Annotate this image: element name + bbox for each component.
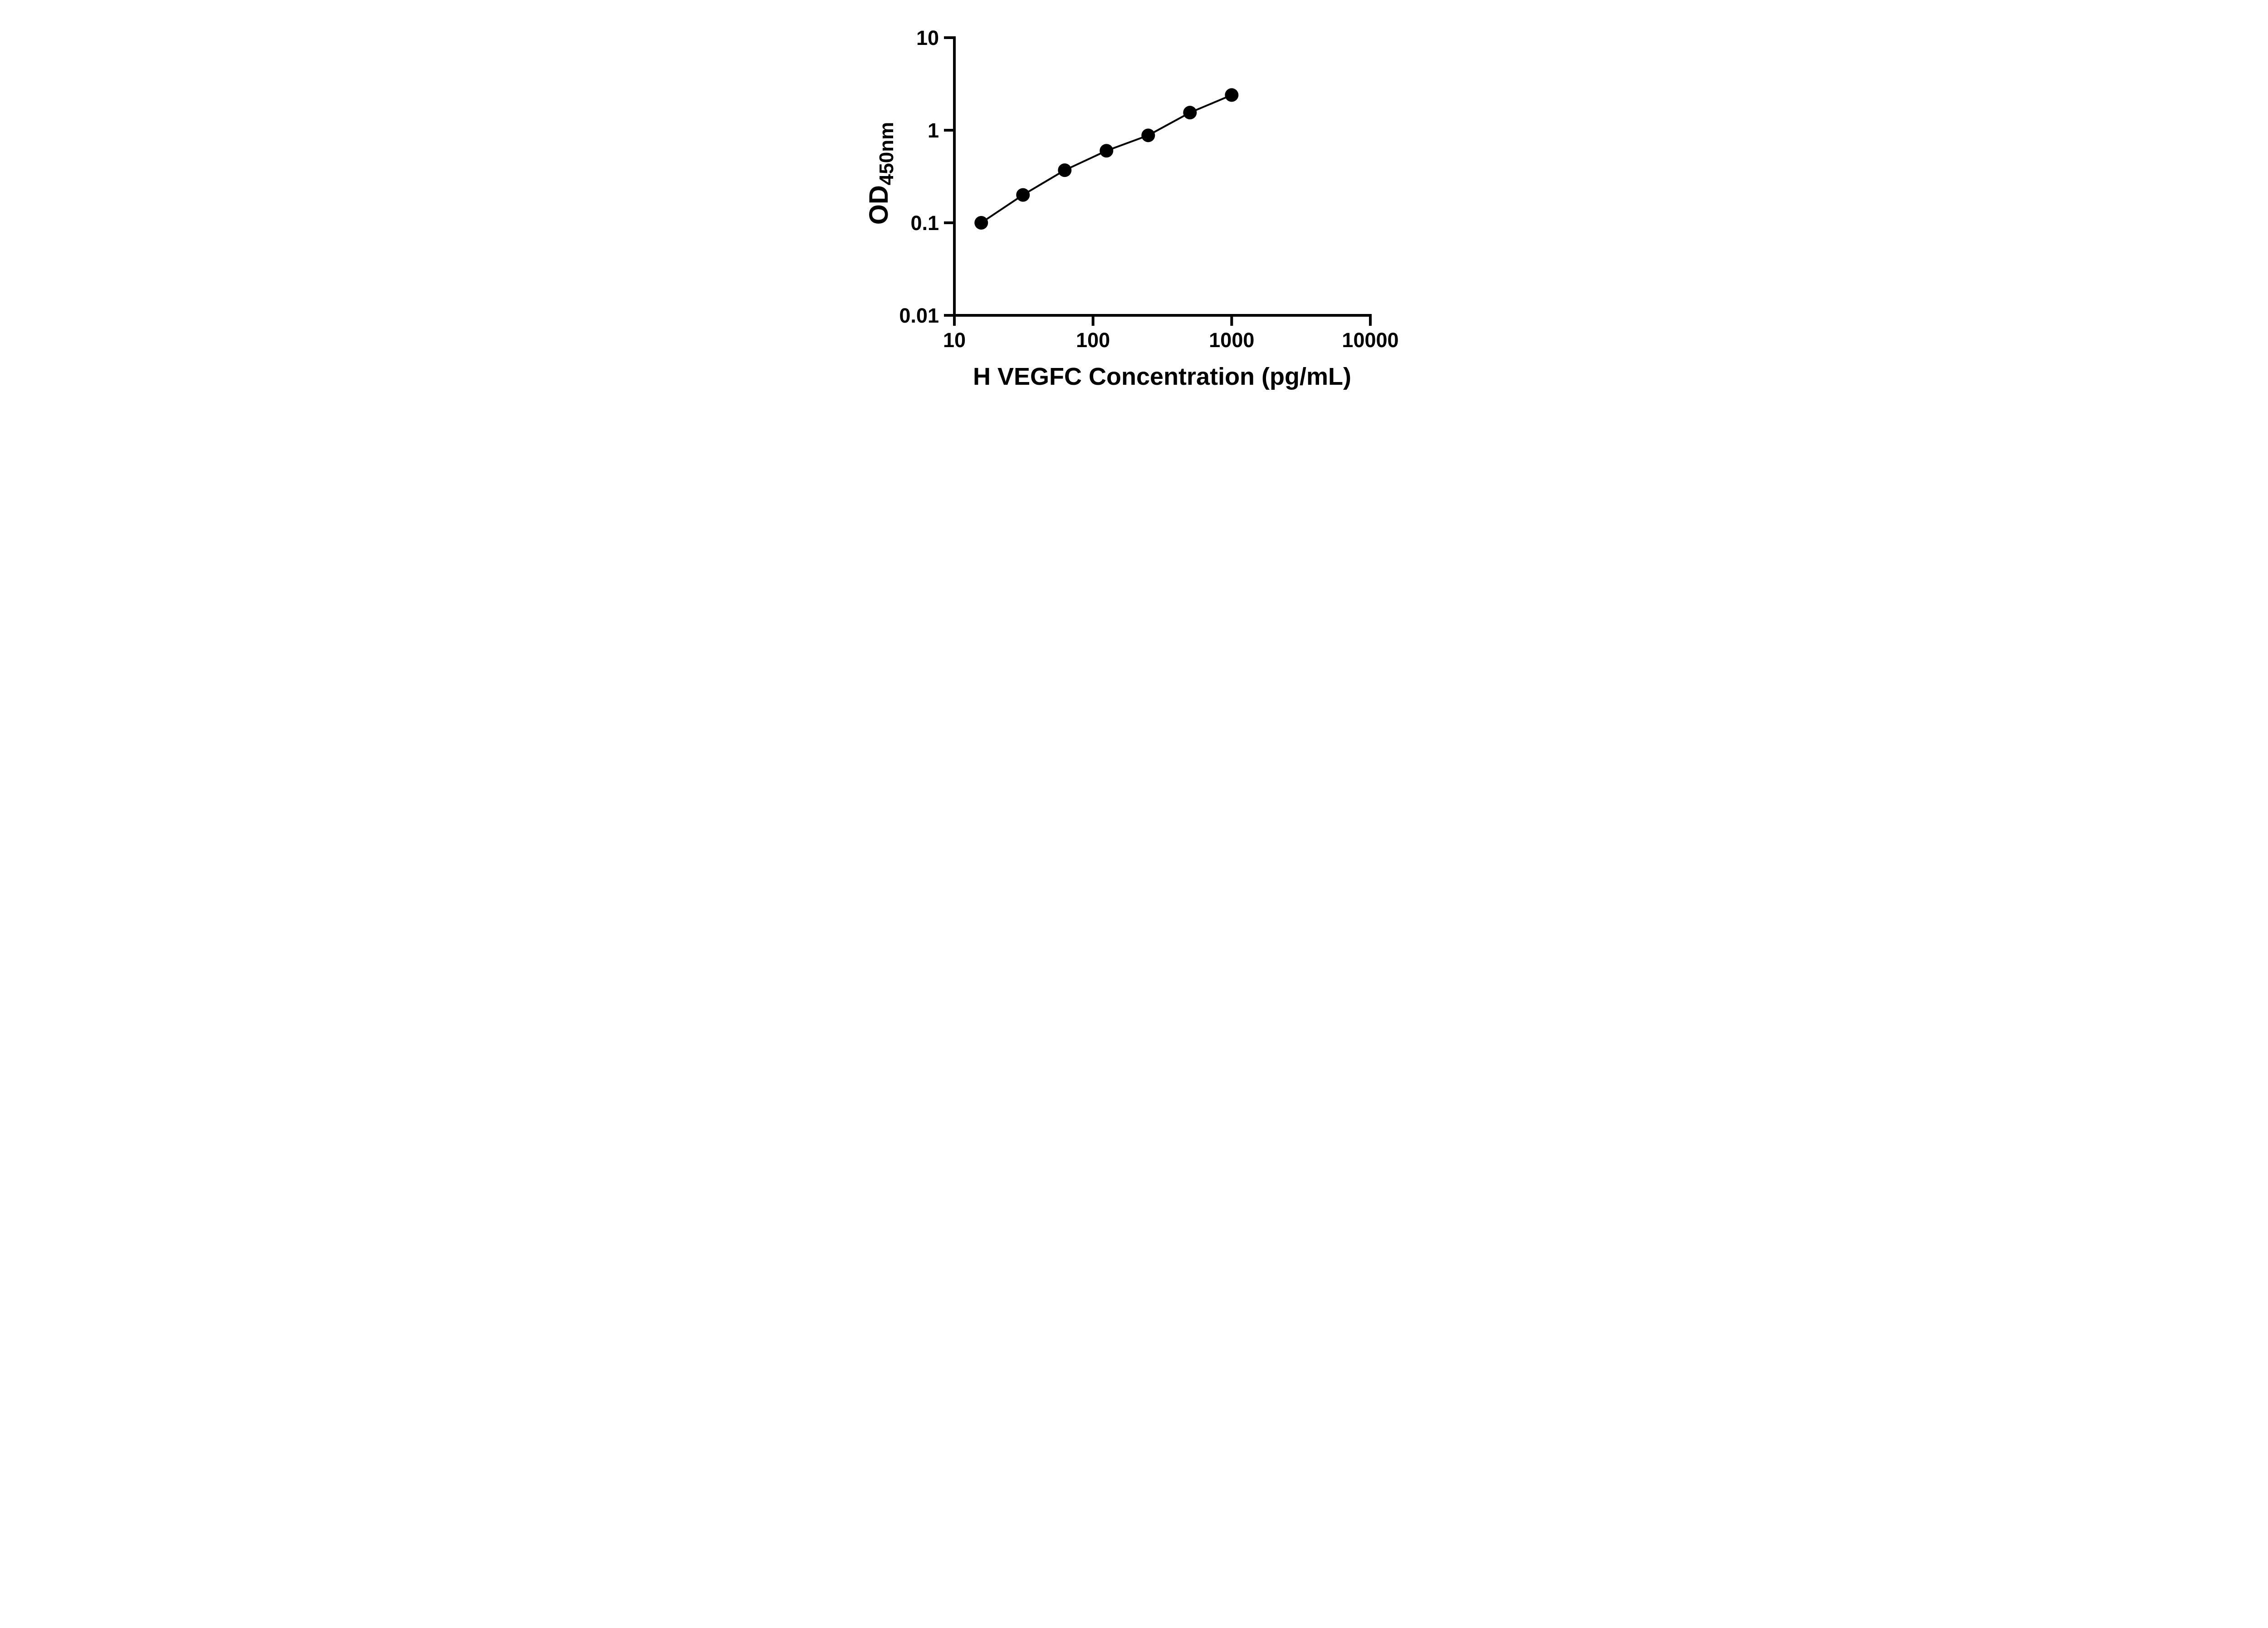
y-axis-title-main: OD (864, 185, 894, 225)
x-tick-label: 10000 (1342, 329, 1398, 352)
x-tick-label: 10 (943, 329, 965, 352)
x-tick-label: 1000 (1209, 329, 1254, 352)
chart-figure: H VEGFC Concentration (pg/mL) OD450nm 10… (843, 0, 1425, 407)
data-point (1057, 163, 1071, 177)
data-point (974, 216, 988, 230)
x-axis-title: H VEGFC Concentration (pg/mL) (973, 363, 1351, 390)
data-point (1183, 106, 1197, 120)
y-tick-label: 0.01 (899, 304, 939, 327)
y-axis-title: OD450nm (864, 122, 898, 225)
y-tick-label: 0.1 (910, 211, 939, 235)
x-tick-label: 100 (1076, 329, 1110, 352)
data-point (1016, 188, 1030, 202)
data-point (1141, 128, 1155, 142)
data-point (1224, 88, 1238, 102)
y-tick-label: 10 (916, 26, 938, 49)
y-axis-title-subscript: 450nm (875, 122, 898, 185)
standard-curve-chart: H VEGFC Concentration (pg/mL) OD450nm 10… (843, 0, 1425, 407)
data-point (1099, 144, 1113, 158)
y-tick-label: 1 (927, 119, 938, 142)
